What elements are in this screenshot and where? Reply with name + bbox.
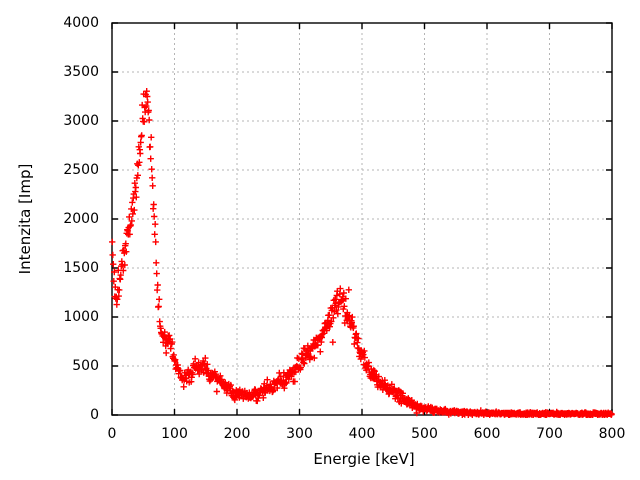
x-tick-label: 600 (473, 426, 501, 442)
x-tick-label: 500 (411, 426, 438, 442)
y-tick-label: 2000 (63, 211, 99, 227)
x-tick-label: 100 (161, 426, 188, 442)
y-tick-label: 1000 (63, 309, 99, 325)
data-points-spectrum (109, 88, 615, 418)
y-tick-label: 500 (72, 358, 99, 374)
y-tick-label: 1500 (63, 260, 99, 276)
x-tick-label: 200 (223, 426, 251, 442)
x-tick-label: 300 (286, 426, 313, 442)
grid-lines (112, 23, 612, 415)
y-tick-label: 4000 (63, 15, 99, 31)
y-tick-label: 2500 (63, 162, 99, 178)
x-tick-label: 0 (107, 426, 117, 442)
x-tick-label: 400 (348, 426, 376, 442)
y-tick-label: 3500 (63, 64, 99, 80)
x-tick-label: 800 (598, 426, 626, 442)
y-tick-label: 0 (90, 407, 99, 423)
x-tick-label: 700 (536, 426, 563, 442)
x-axis-title: Energie [keV] (313, 450, 415, 468)
y-tick-label: 3000 (63, 113, 99, 129)
